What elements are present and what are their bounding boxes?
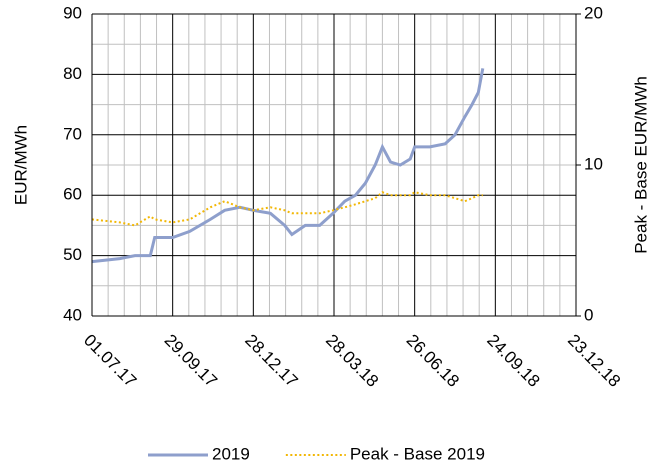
y-tick-label: 70 (63, 124, 82, 143)
x-tick-label: 28.12.17 (241, 331, 301, 391)
x-tick-label: 01.07.17 (80, 331, 140, 391)
x-tick-label: 28.03.18 (322, 331, 382, 391)
y-tick-label: 80 (63, 64, 82, 83)
y-axis-label: EUR/MWh (11, 125, 30, 205)
x-tick-label: 29.09.17 (161, 331, 221, 391)
legend-label: Peak - Base 2019 (350, 444, 485, 463)
y-tick-label: 60 (63, 185, 82, 204)
y2-tick-label: 20 (584, 3, 603, 22)
series-line (91, 191, 483, 227)
y-tick-label: 40 (63, 305, 82, 324)
x-tick-label: 26.06.18 (403, 331, 463, 391)
x-tick-label: 23.12.18 (564, 331, 624, 391)
y2-tick-label: 10 (584, 154, 603, 173)
series-line (91, 68, 485, 264)
y-tick-label: 50 (63, 245, 82, 264)
x-tick-label: 24.09.18 (483, 331, 543, 391)
y2-axis-label: Peak - Base EUR/MWh (631, 76, 650, 254)
y2-tick-label: 0 (584, 305, 593, 324)
y-tick-label: 90 (63, 3, 82, 22)
legend-label: 2019 (212, 444, 250, 463)
